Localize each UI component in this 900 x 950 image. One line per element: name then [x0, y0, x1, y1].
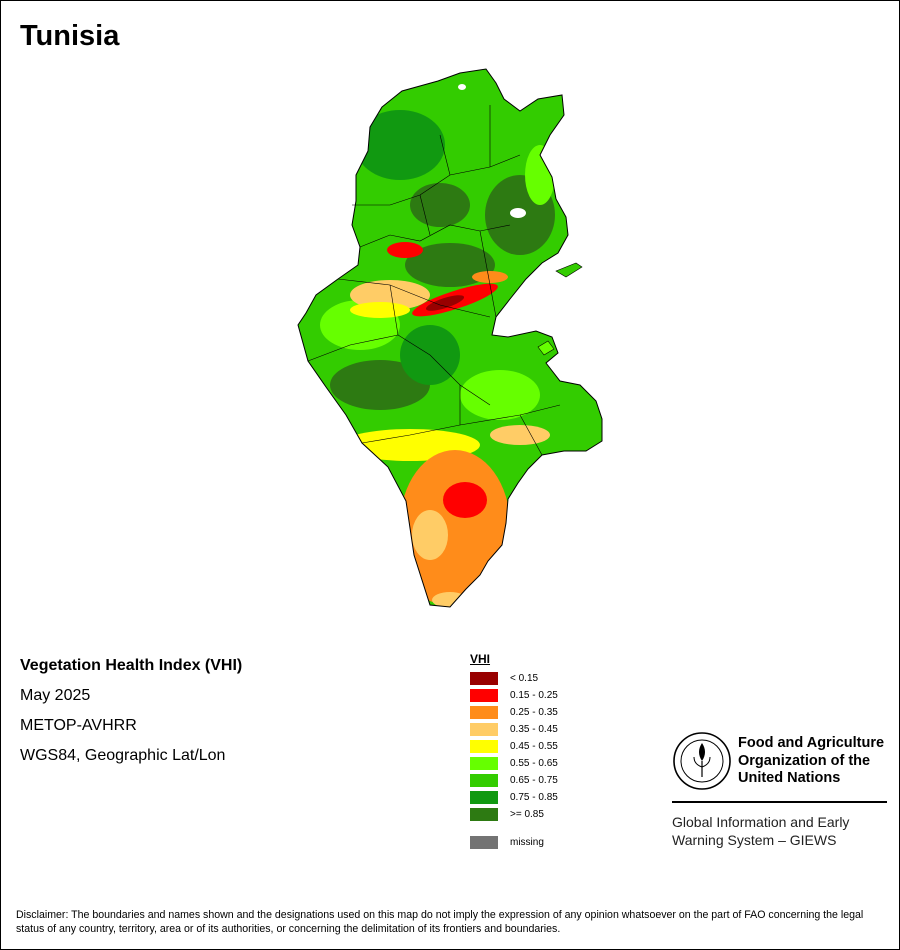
tunisia-vhi-map [297, 68, 603, 608]
legend-label: 0.45 - 0.55 [510, 741, 558, 752]
giews-line1: Global Information and Early [672, 814, 850, 830]
giews-name: Global Information and Early Warning Sys… [672, 813, 849, 849]
legend-swatch [470, 689, 498, 702]
map-sensor: METOP-AVHRR [20, 717, 137, 734]
legend-label: < 0.15 [510, 673, 539, 684]
legend-label: >= 0.85 [510, 809, 544, 820]
legend-swatch [470, 706, 498, 719]
legend-swatch [470, 740, 498, 753]
legend-item: 0.75 - 0.85 [470, 791, 558, 804]
legend-label: 0.25 - 0.35 [510, 707, 558, 718]
legend-label: 0.65 - 0.75 [510, 775, 558, 786]
branding-divider [672, 801, 887, 803]
index-heading: Vegetation Health Index (VHI) [20, 657, 243, 674]
legend-swatch [470, 836, 498, 849]
legend-swatch [470, 808, 498, 821]
legend-label: 0.15 - 0.25 [510, 690, 558, 701]
giews-line2: Warning System – GIEWS [672, 832, 837, 848]
legend-label: 0.55 - 0.65 [510, 758, 558, 769]
map-date: May 2025 [20, 687, 91, 704]
legend-item: 0.45 - 0.55 [470, 740, 558, 753]
legend-swatch [470, 757, 498, 770]
fao-name-line1: Food and Agriculture [738, 735, 885, 751]
legend-label: missing [510, 837, 544, 848]
legend-item: < 0.15 [470, 672, 538, 685]
legend-item: >= 0.85 [470, 808, 544, 821]
fao-name-line2: Organization of the [738, 752, 871, 769]
legend-item: 0.55 - 0.65 [470, 757, 558, 770]
legend-item: missing [470, 836, 544, 849]
legend-title: VHI [470, 652, 491, 666]
legend-swatch [470, 723, 498, 736]
legend-swatch [470, 774, 498, 787]
legend-swatch [470, 791, 498, 804]
legend-label: 0.35 - 0.45 [510, 724, 558, 735]
legend-item: 0.15 - 0.25 [470, 689, 558, 702]
legend-label: 0.75 - 0.85 [510, 792, 558, 803]
fao-organization-name: Food and Agriculture Organization of the… [738, 735, 884, 788]
disclaimer: Disclaimer: The boundaries and names sho… [16, 909, 864, 935]
map-projection: WGS84, Geographic Lat/Lon [20, 747, 226, 764]
fao-name-line3: United Nations [738, 770, 841, 786]
fao-logo [673, 732, 731, 790]
map-title: Tunisia [20, 20, 120, 52]
legend-item: 0.35 - 0.45 [470, 723, 558, 736]
legend-item: 0.65 - 0.75 [470, 774, 558, 787]
legend-swatch [470, 672, 498, 685]
legend-item: 0.25 - 0.35 [470, 706, 558, 719]
